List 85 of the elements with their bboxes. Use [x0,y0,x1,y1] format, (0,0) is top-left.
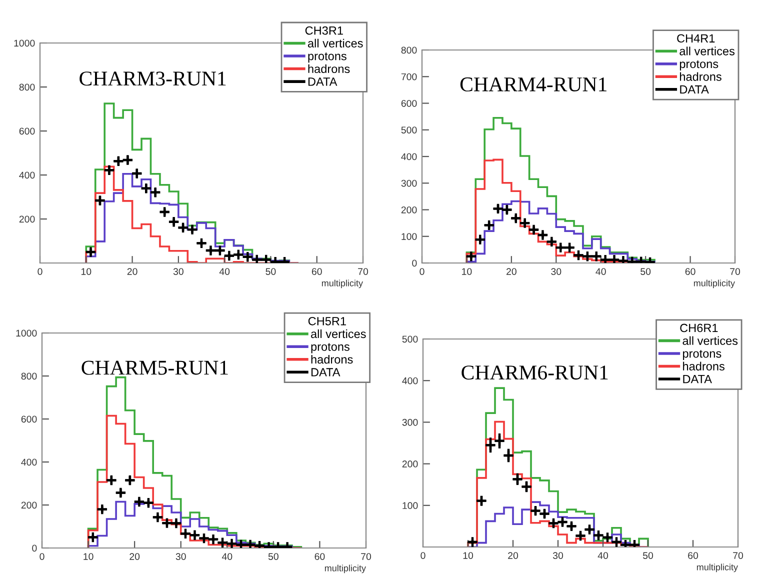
x-tick-label: 50 [266,268,276,275]
x-tick-label: 20 [508,552,518,559]
x-tick-label: 60 [314,553,325,560]
legend-label: protons [680,60,718,70]
x-tick-label: 70 [730,268,740,275]
y-tick-label: 500 [402,336,418,343]
legend-label: hadrons [680,72,722,81]
x-tick-label: 10 [462,268,472,275]
x-tick-label: 30 [176,553,186,560]
x-tick-label: 70 [358,268,368,275]
y-tick-label: 100 [402,233,417,240]
x-tick-label: 60 [312,268,322,275]
x-tick-label: 20 [127,268,138,275]
x-tick-label: 50 [642,552,654,559]
x-tick-label: 40 [222,553,232,560]
x-tick-label: 0 [420,268,424,275]
x-axis-title: multiplicity [324,564,366,574]
text: CHARM3-RUN1 [80,72,226,86]
legend-label: DATA [308,78,338,86]
y-tick-label: 200 [19,216,35,223]
y-tick-label: 200 [21,502,37,509]
y-tick-label: 600 [19,128,35,135]
legend-label: protons [311,343,350,354]
x-axis-title: multiplicity [322,280,363,288]
legend-title: CH6R1 [680,324,718,332]
y-tick-label: 700 [401,73,417,80]
legend-label: all vertices [308,38,363,48]
legend-label: DATA [683,375,712,384]
y-tick-label: 500 [401,126,417,134]
x-tick-label: 30 [173,268,184,275]
legend-title: CH5R1 [308,316,346,326]
y-tick-label: 600 [401,100,417,107]
legend-label: all vertices [682,336,738,345]
legend-label: hadrons [683,362,724,370]
legend-label: protons [308,52,346,63]
y-tick-label: 600 [21,416,37,423]
x-tick-label: 70 [361,553,372,560]
x-tick-label: 60 [688,552,698,559]
x-tick-label: 10 [463,552,474,559]
x-tick-label: 40 [596,268,606,275]
x-tick-label: 60 [685,268,696,275]
y-tick-label: 400 [401,153,417,160]
x-tick-label: 50 [640,268,651,275]
legend-title: CH4R1 [677,34,715,43]
x-axis-title: multiplicity [696,564,738,572]
legend-label: all vertices [311,329,366,338]
y-tick-label: 400 [21,458,37,466]
legend-label: DATA [680,85,709,94]
x-tick-label: 30 [551,268,562,275]
x-tick-label: 40 [219,268,230,275]
y-tick-label: 0 [32,544,37,552]
y-tick-label: 400 [19,172,35,179]
legend-label: protons [683,350,722,360]
text: CHARM6-RUN1 [462,366,608,380]
y-tick-label: 300 [401,180,417,187]
x-tick-label: 0 [40,553,44,560]
x-tick-label: 10 [81,268,92,275]
y-tick-label: 800 [401,46,417,54]
y-tick-label: 1000 [14,40,35,47]
y-tick-label: 400 [402,377,418,384]
y-tick-label: 300 [402,418,418,426]
y-tick-label: 100 [402,502,418,510]
x-tick-label: 10 [84,553,94,560]
x-tick-label: 50 [268,553,278,560]
legend-label: hadrons [308,64,350,74]
legend-title: CH3R1 [305,26,343,35]
x-tick-label: 20 [506,268,516,275]
y-tick-label: 1000 [16,330,37,337]
y-tick-label: 800 [21,372,37,380]
y-tick-label: 0 [412,260,417,267]
x-tick-label: 20 [130,553,140,560]
x-tick-label: 30 [552,552,564,559]
x-tick-label: 40 [598,552,608,559]
y-tick-label: 800 [19,84,35,91]
x-tick-label: 70 [733,552,744,559]
y-tick-label: 200 [401,206,417,214]
x-tick-label: 0 [38,268,42,275]
x-axis-title: multiplicity [694,280,735,288]
x-tick-label: 0 [420,552,426,559]
legend-label: hadrons [311,354,353,364]
text: CHARM5-RUN1 [82,360,228,375]
y-tick-label: 200 [402,460,418,468]
legend-label: DATA [311,368,340,376]
text: CHARM4-RUN1 [460,77,606,92]
legend-label: all vertices [680,46,735,56]
